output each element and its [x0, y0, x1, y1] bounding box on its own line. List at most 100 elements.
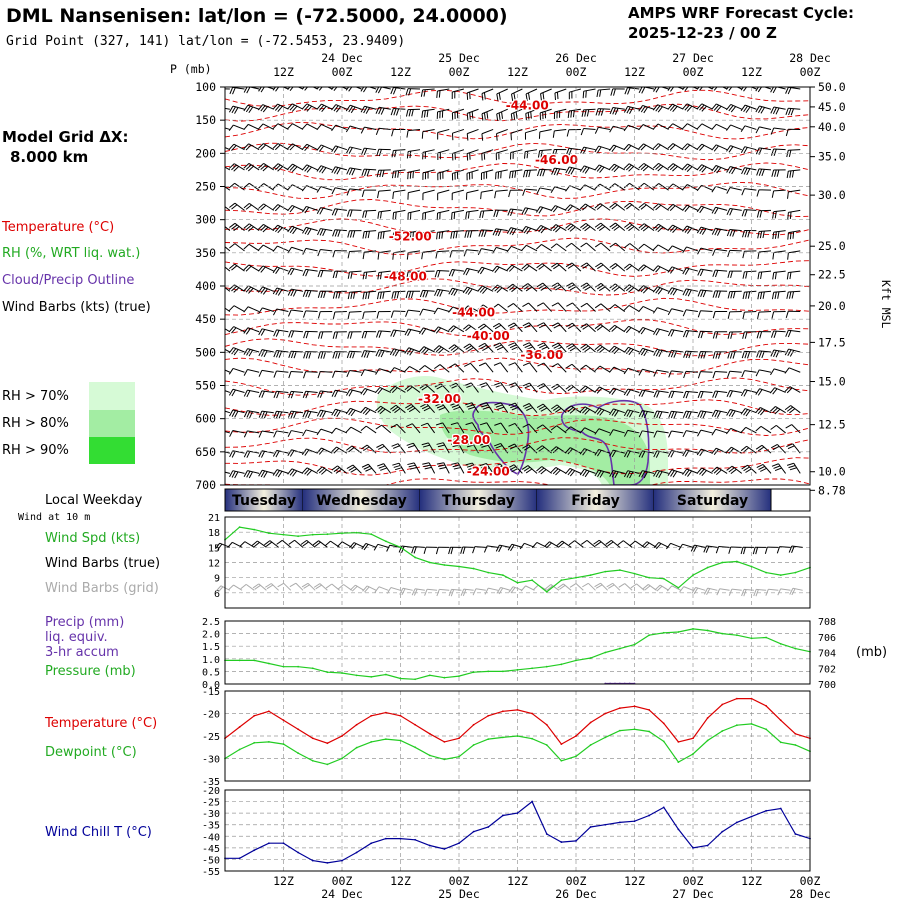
wind-barb [613, 144, 625, 151]
wind-barb [290, 370, 304, 373]
wind-barb [584, 468, 596, 474]
wind-barb [364, 290, 377, 293]
dewpoint-series-point [458, 755, 460, 758]
wind-barb [627, 470, 640, 474]
wind-barb [393, 290, 406, 293]
wind-barb [500, 362, 509, 373]
legend-rh80-swatch [89, 410, 135, 437]
wind-barb-feather [345, 125, 351, 133]
wind-barb-true-feather [472, 546, 476, 554]
wind-barb [291, 430, 304, 434]
wind-barb [378, 290, 391, 293]
wind-barb [541, 243, 552, 252]
wind-barb-feather [585, 90, 587, 98]
wind-barb-feather [465, 268, 470, 276]
wind-barb-feather [318, 145, 325, 152]
pressure-series-point [735, 634, 738, 637]
wind-barb-feather [287, 410, 292, 418]
wind-barb-feather [682, 468, 688, 475]
wind-barb [598, 88, 611, 91]
wind-barb-feather [697, 247, 702, 255]
wind-barb-feather [526, 227, 532, 235]
wind-barb-feather [744, 209, 748, 217]
wind-barb-feather [624, 222, 631, 228]
wind-barb [543, 322, 553, 333]
panel-tick-label: -35 [202, 821, 220, 832]
pressure-series-point [765, 636, 768, 639]
wind-barb-feather [728, 448, 734, 454]
wind-barb-feather [584, 347, 591, 353]
wind-barb-feather [243, 470, 248, 477]
wind-barb-true [269, 540, 279, 548]
wind-barb-grid-feather [545, 584, 552, 590]
wind-barb-true-feather [629, 540, 636, 546]
wind-barb-feather [511, 93, 514, 102]
wind-barb-feather [375, 128, 380, 136]
wind-barb [687, 184, 699, 191]
wind-barb-feather [362, 389, 368, 396]
wind-barb [276, 430, 289, 434]
wind-barb [701, 164, 713, 171]
wind-speed-series-point [487, 571, 490, 574]
wind-barb-feather [757, 446, 765, 452]
wind-barb-feather [438, 231, 441, 240]
wind-barb-feather [522, 302, 529, 307]
wind-barb-feather [711, 186, 717, 193]
wind-barb-grid-feather [642, 584, 649, 590]
wind-barb-feather [611, 165, 617, 171]
wind-barb-feather [599, 89, 602, 97]
wind-barb [481, 209, 494, 212]
wind-barb-feather [611, 450, 617, 458]
wind-barb [364, 311, 377, 313]
wind-barb-feather [345, 389, 351, 396]
wind-barb-feather [643, 471, 648, 479]
wind-barb-feather [408, 109, 412, 117]
wind-barb [642, 430, 655, 434]
wind-barb-feather [772, 407, 778, 414]
bottom-hour-label: 12Z [273, 874, 294, 888]
wind-barb-feather [302, 290, 307, 297]
wind-barb [556, 262, 567, 272]
wind-barb [744, 350, 757, 353]
wind-barb-feather [524, 208, 529, 215]
wind-barb-feather [272, 204, 279, 210]
wind-barb-feather [787, 232, 789, 240]
wind-barb-feather [248, 287, 254, 294]
wind-barb-feather [307, 411, 312, 419]
temperature-series-point [311, 737, 314, 740]
wind-barb-feather [757, 311, 760, 320]
wind-barb-feather [233, 349, 239, 356]
wind-barb-feather [551, 282, 558, 287]
wind-barb-feather [742, 292, 745, 300]
wind-barb [643, 202, 655, 211]
pressure-tick-label: 100 [195, 80, 216, 94]
wind-barb-feather [685, 330, 690, 338]
wind-barb-feather [755, 105, 760, 113]
wind-barb-true-feather [568, 540, 575, 546]
panel-tick-label: 9 [214, 574, 220, 585]
wind-barb-feather [565, 447, 571, 454]
wind-barb [496, 149, 508, 154]
wind-barb-feather [777, 291, 780, 299]
wind-barb-feather [582, 284, 590, 289]
wind-barb-true-feather [435, 547, 439, 555]
wind-barb-feather [565, 148, 570, 155]
wind-barb [744, 188, 757, 191]
wind-barb-feather [305, 290, 309, 298]
wind-barb-feather [668, 391, 672, 398]
wind-barb [788, 329, 801, 333]
wind-barb-feather [788, 108, 792, 116]
wind-chill-series-point [575, 840, 577, 842]
wind-barb-feather [535, 225, 542, 232]
wind-barb-feather [539, 344, 546, 349]
wind-barb [656, 390, 669, 393]
wind-barb-feather [375, 405, 381, 412]
wind-barb [467, 108, 479, 114]
wind-barb-feather [524, 344, 532, 349]
wind-barb-feather [436, 404, 444, 409]
wind-barb-feather [364, 331, 368, 339]
wind-barb-feather [287, 163, 293, 170]
wind-barb [413, 462, 421, 474]
wind-barb-feather [567, 264, 575, 269]
wind-barb-feather [450, 345, 457, 351]
